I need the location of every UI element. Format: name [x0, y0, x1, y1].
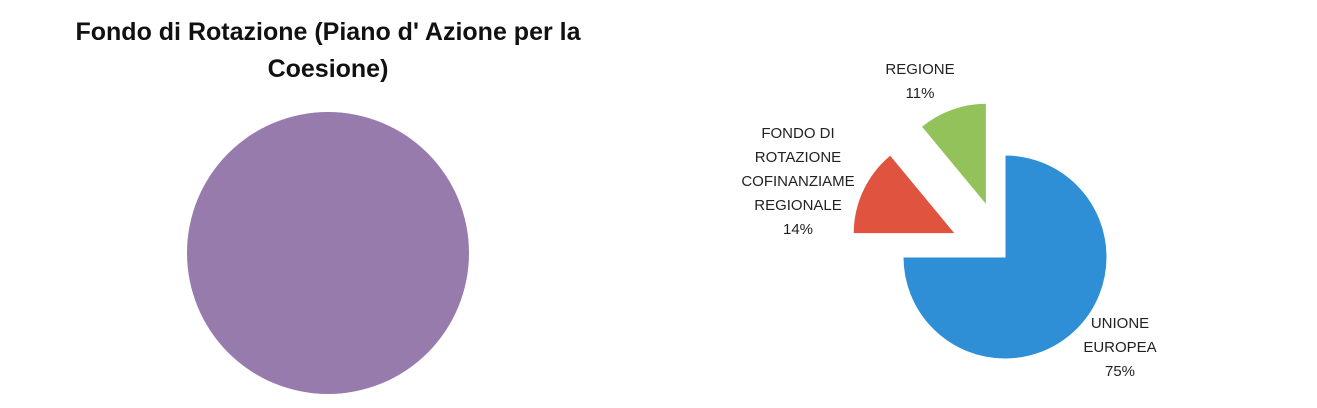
slice-label: FONDO DI ROTAZIONE COFINANZIAME REGIONAL…: [741, 125, 855, 238]
pie-slice: [187, 112, 469, 394]
pie-slice: [902, 154, 1108, 360]
slice-label: REGIONE 11%: [885, 61, 955, 102]
value-label: 14%: [782, 221, 814, 238]
value-label: 75%: [1104, 363, 1136, 380]
slice-label: UNIONE EUROPEA 75%: [1083, 315, 1157, 380]
value-label: 11%: [905, 85, 935, 102]
chart-title: Fondo di Rotazione (Piano d' Azione per …: [75, 18, 581, 83]
pie-slice: [852, 154, 957, 235]
pie-slice: [920, 102, 987, 207]
